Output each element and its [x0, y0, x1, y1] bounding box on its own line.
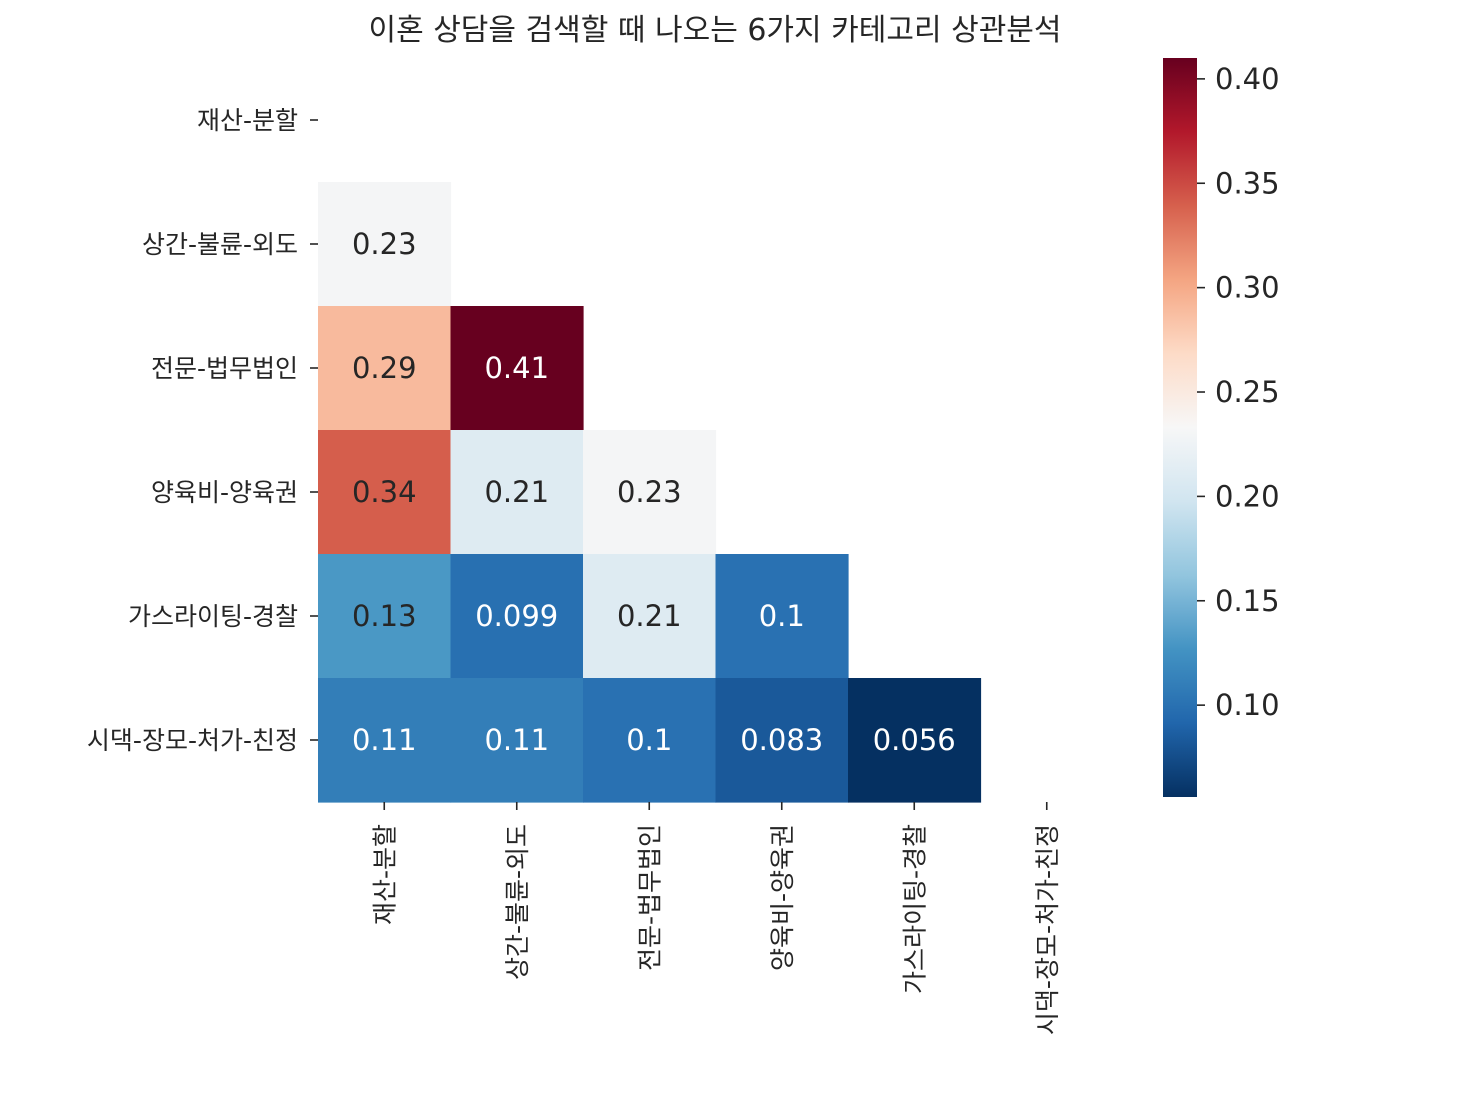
heatmap-cell — [715, 554, 849, 679]
y-tick-label: 재산-분할 — [197, 106, 298, 135]
x-axis-tick-labels: 재산-분할 상간-불륜-외도 전문-법무법인 양육비-양육권 가스라이팅-경찰 시댁-장모… — [370, 802, 1062, 1035]
cell-value-label: 0.1 — [759, 599, 805, 633]
y-tick-label: 가스라이팅-경찰 — [128, 602, 298, 631]
cell-value-label: 0.21 — [484, 475, 549, 509]
x-tick-label: 시댁-장모-처가-친정 — [1033, 824, 1062, 1035]
x-tick-label: 양육비-양육권 — [768, 824, 797, 971]
cell-value-label: 0.34 — [352, 475, 417, 509]
colorbar: 0.10 0.15 0.20 0.25 0.30 0.35 0.40 — [1163, 58, 1280, 797]
colorbar-tick-label: 0.25 — [1215, 375, 1280, 409]
heatmap-cell — [583, 430, 717, 555]
colorbar-tick-label: 0.10 — [1215, 688, 1280, 722]
heatmap-cell — [318, 678, 452, 803]
heatmap-cell — [848, 678, 982, 803]
x-tick-label: 전문-법무법인 — [635, 824, 664, 971]
heatmap-cell — [318, 306, 452, 431]
colorbar-tick-label: 0.40 — [1215, 62, 1280, 96]
x-tick-label: 상간-불륜-외도 — [503, 824, 532, 980]
y-axis-tick-labels: 재산-분할상간-불륜-외도전문-법무법인양육비-양육권가스라이팅-경찰시댁-장모… — [87, 106, 318, 755]
colorbar-gradient — [1163, 58, 1197, 797]
heatmap-cell — [318, 182, 452, 307]
y-tick-label: 전문-법무법인 — [151, 354, 298, 383]
cell-value-label: 0.21 — [617, 599, 682, 633]
chart-title: 이혼 상담을 검색할 때 나오는 6가지 카테고리 상관분석 — [368, 13, 1061, 48]
y-tick-label: 양육비-양육권 — [151, 478, 298, 507]
heatmap-cell — [450, 306, 584, 431]
cell-value-label: 0.29 — [352, 351, 417, 385]
heatmap-cell — [318, 430, 452, 555]
heatmap-cells: 0.23 0.29 0.41 0.34 0.21 0.23 0.13 0.099 0.21 0.1… — [318, 182, 982, 803]
heatmap-cell — [583, 554, 717, 679]
cell-value-label: 0.1 — [626, 723, 672, 757]
heatmap-cell — [318, 554, 452, 679]
x-tick-label: 재산-분할 — [370, 824, 399, 925]
colorbar-tick-label: 0.20 — [1215, 479, 1280, 513]
colorbar-tick-label: 0.30 — [1215, 271, 1280, 305]
cell-value-label: 0.13 — [352, 599, 417, 633]
y-tick-label: 시댁-장모-처가-친정 — [87, 726, 298, 755]
heatmap-cell — [583, 678, 717, 803]
heatmap-cell — [450, 430, 584, 555]
cell-value-label: 0.099 — [475, 599, 558, 633]
cell-value-label: 0.11 — [484, 723, 549, 757]
colorbar-tick-label: 0.15 — [1215, 584, 1280, 618]
heatmap-cell — [715, 678, 849, 803]
heatmap-cell — [450, 678, 584, 803]
cell-value-label: 0.056 — [873, 723, 956, 757]
cell-value-label: 0.23 — [352, 227, 417, 261]
cell-value-label: 0.41 — [484, 351, 549, 385]
cell-value-label: 0.11 — [352, 723, 417, 757]
x-tick-label: 가스라이팅-경찰 — [900, 824, 929, 994]
colorbar-tick-label: 0.35 — [1215, 166, 1280, 200]
heatmap-cell — [450, 554, 584, 679]
y-tick-label: 상간-불륜-외도 — [142, 230, 298, 259]
cell-value-label: 0.23 — [617, 475, 682, 509]
cell-value-label: 0.083 — [740, 723, 823, 757]
